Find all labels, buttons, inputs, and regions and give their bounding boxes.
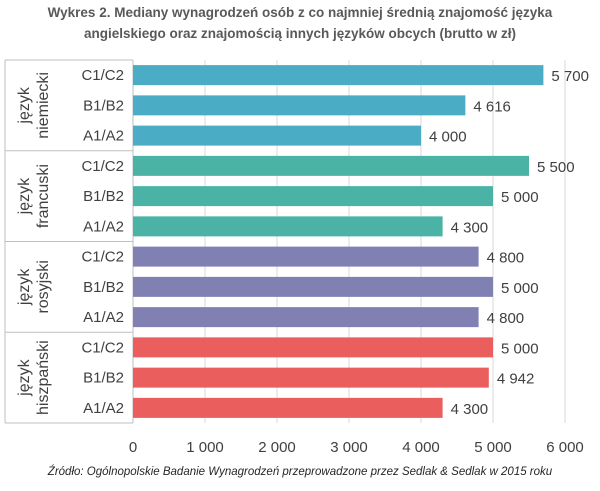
level-label: C1/C2 — [81, 158, 124, 175]
source-note: Źródło: Ogólnopolskie Badanie Wynagrodze… — [47, 466, 553, 478]
x-tick-label: 4 000 — [402, 439, 440, 456]
data-label: 4 800 — [487, 250, 525, 267]
group-label: język francuski — [16, 164, 52, 228]
bar — [133, 397, 443, 418]
data-label: 4 942 — [497, 371, 535, 388]
chart-title-line-1: Wykres 2. Mediany wynagrodzeń osób z co … — [47, 5, 553, 20]
data-label: 4 000 — [429, 129, 467, 146]
chart-title-line-2: angielskiego oraz znajomością innych jęz… — [83, 26, 517, 41]
data-label: 4 300 — [451, 401, 489, 418]
data-label: 5 000 — [501, 280, 539, 297]
data-label: 4 800 — [487, 310, 525, 327]
level-label: C1/C2 — [81, 67, 124, 84]
x-tick-label: 3 000 — [330, 439, 368, 456]
level-label: A1/A2 — [83, 128, 124, 145]
data-label: 5 000 — [501, 340, 539, 357]
bar — [133, 276, 493, 297]
level-label: A1/A2 — [83, 400, 124, 417]
x-tick-label: 5 000 — [474, 439, 512, 456]
bar — [133, 155, 529, 176]
x-tick-label: 6 000 — [546, 439, 584, 456]
level-label: B1/B2 — [83, 97, 124, 114]
chart-title: Wykres 2. Mediany wynagrodzeń osób z co … — [0, 2, 600, 44]
group-label: język rosyjski — [16, 260, 52, 313]
bar — [133, 367, 489, 388]
data-label: 4 300 — [451, 219, 489, 236]
bar — [133, 337, 493, 358]
level-label: B1/B2 — [83, 370, 124, 387]
level-label: B1/B2 — [83, 279, 124, 296]
bar — [133, 65, 544, 86]
x-tick-label: 1 000 — [186, 439, 224, 456]
bar — [133, 216, 443, 237]
group-label: język niemiecki — [16, 72, 52, 139]
bar — [133, 307, 479, 328]
level-label: B1/B2 — [83, 188, 124, 205]
level-label: C1/C2 — [81, 339, 124, 356]
data-label: 4 616 — [473, 98, 511, 115]
group-label: język hiszpański — [16, 340, 52, 415]
bar — [133, 186, 493, 207]
data-label: 5 500 — [537, 159, 575, 176]
bar — [133, 95, 466, 116]
bar — [133, 246, 479, 267]
level-label: A1/A2 — [83, 218, 124, 235]
x-tick-label: 2 000 — [258, 439, 296, 456]
data-label: 5 700 — [551, 68, 589, 85]
x-tick-label: 0 — [129, 439, 137, 456]
data-label: 5 000 — [501, 189, 539, 206]
level-label: A1/A2 — [83, 309, 124, 326]
bar — [133, 125, 421, 146]
level-label: C1/C2 — [81, 249, 124, 266]
